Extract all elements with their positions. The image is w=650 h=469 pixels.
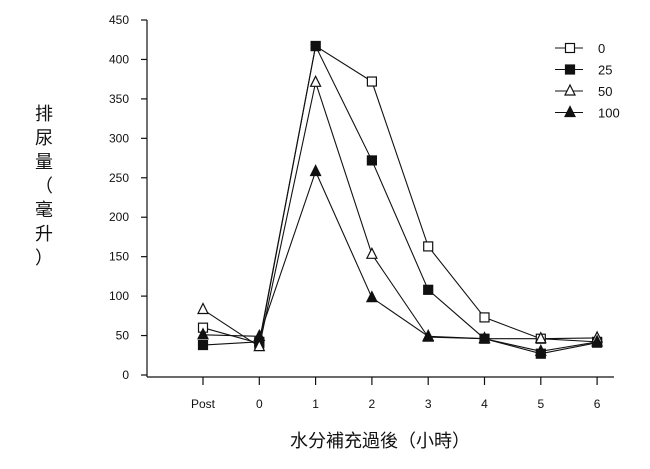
y-ticks: 0 50 100 150 200 250 300 350 400 450 xyxy=(109,13,147,382)
data-point-0 xyxy=(423,241,434,252)
legend-marker xyxy=(564,105,576,118)
data-point-0 xyxy=(366,76,377,87)
y-tick-label: 350 xyxy=(109,92,129,106)
x-tick-label: 3 xyxy=(425,397,432,411)
series-line-25 xyxy=(202,44,598,355)
series-line-50 xyxy=(202,80,598,348)
y-axis-title: 排尿量（毫升） xyxy=(35,104,53,269)
data-point-100 xyxy=(253,329,266,341)
y-tick-label: 150 xyxy=(109,250,129,264)
data-point-50 xyxy=(197,302,209,315)
x-tick-label: 2 xyxy=(369,397,376,411)
data-point-25 xyxy=(366,155,377,166)
legend-label: 50 xyxy=(598,84,612,99)
data-point-25 xyxy=(423,284,434,295)
data-point-50 xyxy=(253,339,266,352)
x-tick-label: 5 xyxy=(537,397,544,411)
x-tick-label: 4 xyxy=(481,397,488,411)
data-point-50 xyxy=(309,74,322,87)
legend-marker xyxy=(564,83,576,96)
y-tick-label: 300 xyxy=(109,131,129,145)
y-tick-label: 250 xyxy=(109,171,129,185)
y-tick-label: 450 xyxy=(109,13,129,27)
data-point-25 xyxy=(310,40,321,52)
y-tick-label: 50 xyxy=(116,329,130,343)
legend-label: 100 xyxy=(598,106,620,121)
data-point-100 xyxy=(197,327,209,340)
y-tick-label: 100 xyxy=(109,289,129,303)
legend-marker xyxy=(564,42,576,54)
series-line-100 xyxy=(202,169,598,352)
x-ticks: Post 0 1 2 3 4 5 6 xyxy=(191,377,601,411)
data-point-25 xyxy=(197,339,209,351)
data-point-100 xyxy=(365,290,378,303)
data-point-100 xyxy=(309,164,322,177)
x-tick-label: 6 xyxy=(594,397,601,411)
x-tick-label: Post xyxy=(191,397,216,411)
legend-marker xyxy=(564,64,576,75)
x-axis-title: 水分補充過後（小時） xyxy=(290,431,470,452)
series-line-0 xyxy=(202,45,598,345)
series-lines xyxy=(202,44,598,355)
series-markers xyxy=(197,40,604,359)
x-tick-label: 1 xyxy=(312,397,319,411)
data-point-0 xyxy=(479,312,490,323)
data-point-100 xyxy=(422,329,435,341)
data-point-50 xyxy=(534,331,547,344)
data-point-100 xyxy=(534,343,547,356)
y-tick-label: 0 xyxy=(122,368,129,382)
data-point-100 xyxy=(478,331,491,344)
x-tick-label: 0 xyxy=(256,397,263,411)
legend-label: 25 xyxy=(598,63,612,78)
data-point-100 xyxy=(591,334,604,347)
data-point-50 xyxy=(365,246,378,259)
y-tick-label: 200 xyxy=(109,210,129,224)
chart-axes xyxy=(146,20,614,378)
legend: 0 25 50 100 xyxy=(555,41,620,121)
legend-label: 0 xyxy=(598,41,605,56)
y-tick-label: 400 xyxy=(109,52,129,66)
